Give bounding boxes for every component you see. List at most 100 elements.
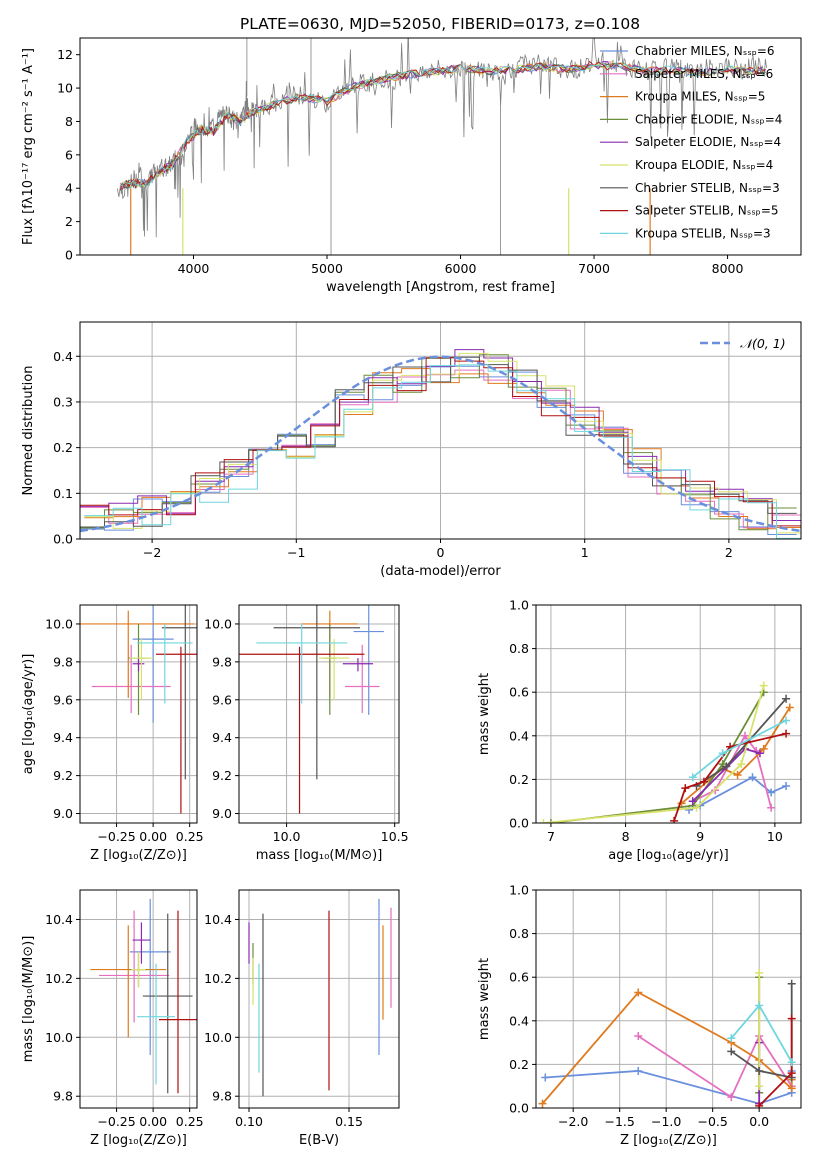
y-tick-label: 9.8	[53, 1089, 73, 1104]
legend-label: 𝒩(0, 1)	[740, 336, 786, 351]
weight-marker	[759, 744, 768, 753]
y-tick-label: 10.2	[204, 971, 232, 986]
weight-marker	[722, 762, 731, 771]
weight-marker	[787, 1058, 796, 1067]
x-tick-label: 4000	[178, 261, 210, 276]
x-tick-label: −0.25	[97, 829, 135, 844]
panel-z-age: −0.25 0.00 0.25 9.0 9.2 9.4 9.6 9.8 10.0 Z [log₁₀…	[21, 604, 204, 863]
x-axis-label: (data-model)/error	[380, 564, 501, 579]
x-tick-label: 5000	[311, 261, 343, 276]
x-tick-label: −2	[143, 545, 161, 560]
y-tick-label: 9.8	[212, 1089, 232, 1104]
weight-marker	[759, 681, 768, 690]
weight-marker	[755, 1101, 764, 1108]
y-tick-label: 10	[57, 81, 73, 96]
x-axis-label: mass [log₁₀(M/M⊙)]	[256, 848, 383, 863]
x-tick-label: −1	[287, 545, 305, 560]
x-tick-label: −2.0	[558, 1114, 588, 1129]
figure-title: PLATE=0630, MJD=52050, FIBERID=0173, z=0…	[240, 15, 640, 33]
x-axis-label: Z [log₁₀(Z/Z⊙)]	[90, 1133, 187, 1148]
x-tick-label: 2	[725, 545, 733, 560]
panel-mass-age: 10.0 10.5 9.0 9.2 9.4 9.6 9.8 10.0 mass [log₁₀(M…	[204, 604, 409, 863]
y-tick-label: 0.2	[509, 1057, 529, 1072]
y-tick-label: 0.0	[509, 1101, 529, 1116]
weight-marker	[681, 784, 690, 793]
model-spectrum-line	[119, 60, 766, 191]
x-tick-label: 7	[547, 829, 555, 844]
weight-marker	[634, 1066, 643, 1075]
weight-marker	[787, 1014, 796, 1023]
y-tick-label: 10.2	[45, 971, 73, 986]
y-axis-label: Normed distribution	[21, 366, 36, 496]
y-tick-label: 0.4	[509, 728, 529, 743]
x-tick-label: 0.25	[176, 829, 204, 844]
axes-frame	[79, 321, 802, 540]
y-tick-label: 0.4	[53, 349, 73, 364]
y-tick-label: 10.4	[204, 912, 232, 927]
spectrum-legend: Chabrier MILES, Nₛₛₚ=6 Salpeter MILES, Nₛ…	[600, 44, 782, 240]
y-tick-label: 8	[65, 114, 73, 129]
plot-area	[90, 898, 197, 1094]
y-tick-label: 4	[65, 181, 73, 196]
weight-marker	[727, 1093, 736, 1102]
weight-marker	[787, 979, 796, 988]
y-tick-label: 1.0	[509, 883, 529, 898]
y-axis-label: mass weight	[477, 673, 492, 755]
histogram-step	[80, 365, 797, 535]
x-axis-label: E(B-V)	[299, 1133, 339, 1148]
legend-label: Salpeter ELODIE, Nₛₛₚ=4	[635, 135, 781, 149]
panel-spectrum: 4000 5000 6000 7000 8000 0 2 4 6 8 10 12 wavelength …	[21, 37, 802, 295]
y-axis-label: mass weight	[477, 958, 492, 1040]
y-tick-label: 0.6	[509, 685, 529, 700]
weight-marker	[539, 819, 548, 823]
plot-area	[538, 968, 796, 1108]
y-tick-label: 9.6	[53, 692, 73, 707]
plot-area	[80, 605, 197, 814]
weight-marker	[755, 749, 764, 758]
x-axis-label: Z [log₁₀(Z/Z⊙)]	[90, 848, 187, 863]
x-tick-label: 9	[696, 829, 704, 844]
x-tick-label: −0.25	[97, 1114, 135, 1129]
x-tick-label: 0.15	[335, 1114, 363, 1129]
y-tick-label: 0.4	[509, 1013, 529, 1028]
x-axis-label: wavelength [Angstrom, rest frame]	[326, 280, 555, 295]
weight-line	[730, 983, 793, 1079]
weight-marker	[767, 788, 776, 797]
weight-marker	[727, 1034, 736, 1043]
panel-ebv-mass: 0.10 0.15 9.8 10.0 10.2 10.4 E(B-V)	[204, 889, 400, 1148]
weight-marker	[670, 816, 679, 823]
x-axis-label: age [log₁₀(age/yr)]	[608, 848, 729, 863]
panel-z-weight: −2.0 −1.5 −1.0 −0.5 0.0 0.0 0.2 0.4 0.6 0.8 1.0 Z […	[477, 883, 802, 1148]
y-tick-label: 12	[57, 47, 73, 62]
y-tick-label: 10.0	[45, 616, 73, 631]
y-tick-label: 10.0	[204, 616, 232, 631]
y-axis-label: Flux [fλ10⁻¹⁷ erg cm⁻² s⁻¹ A⁻¹]	[21, 48, 36, 245]
x-tick-label: −1.5	[605, 1114, 635, 1129]
x-tick-label: 6000	[445, 261, 477, 276]
weight-marker	[733, 771, 742, 780]
weight-marker	[737, 760, 746, 769]
weight-marker	[634, 988, 643, 997]
y-tick-label: 0.0	[53, 532, 73, 547]
x-tick-label: 10.5	[381, 829, 409, 844]
axes-frame	[238, 604, 400, 824]
y-tick-label: 0.0	[509, 816, 529, 831]
weight-marker	[787, 1069, 796, 1078]
plot-area	[80, 349, 801, 539]
y-tick-label: 2	[65, 214, 73, 229]
weight-marker	[755, 968, 764, 977]
residuals-legend: 𝒩(0, 1)	[700, 336, 786, 351]
legend-label: Kroupa ELODIE, Nₛₛₚ=4	[635, 158, 773, 172]
y-tick-label: 0.3	[53, 394, 73, 409]
weight-marker	[692, 803, 701, 812]
y-tick-label: 9.8	[53, 654, 73, 669]
y-tick-label: 0.6	[509, 970, 529, 985]
y-tick-label: 6	[65, 147, 73, 162]
x-tick-label: −1.0	[651, 1114, 681, 1129]
x-tick-label: 8000	[712, 261, 744, 276]
y-tick-label: 10.4	[45, 912, 73, 927]
x-tick-label: 0.00	[139, 829, 167, 844]
weight-marker	[546, 819, 555, 823]
y-axis-label: age [log₁₀(age/yr)]	[21, 654, 36, 775]
